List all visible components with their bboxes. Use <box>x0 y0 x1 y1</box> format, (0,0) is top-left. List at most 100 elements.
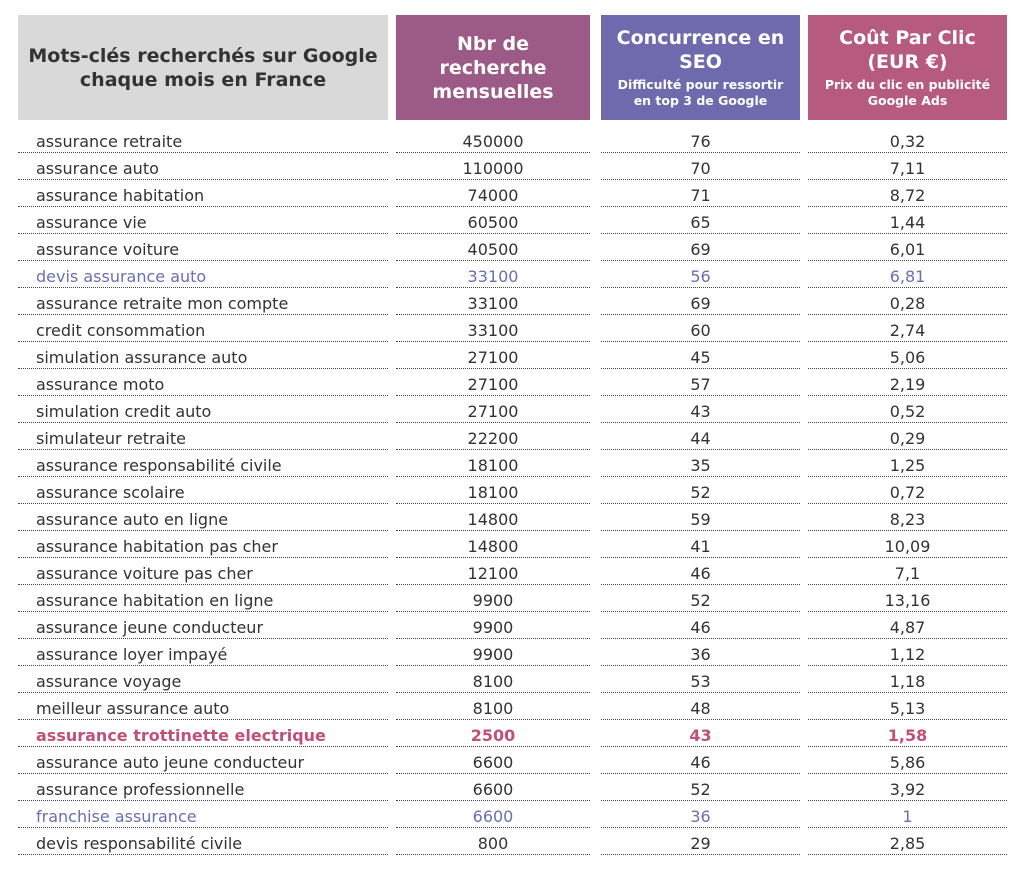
table-cell: 45 <box>601 343 800 369</box>
table-cell: assurance moto <box>18 370 388 396</box>
table-cell: simulation credit auto <box>18 397 388 423</box>
table-cell: assurance trottinette electrique <box>18 721 388 747</box>
table-cell: assurance habitation pas cher <box>18 532 388 558</box>
table-cell: 35 <box>601 451 800 477</box>
table-cell: assurance voiture pas cher <box>18 559 388 585</box>
header-cell: Coût Par Clic (EUR €) Prix du clic en pub… <box>808 15 1007 120</box>
table-cell: franchise assurance <box>18 802 388 828</box>
table-cell: 40500 <box>396 235 590 261</box>
table-cell: 5,86 <box>808 748 1007 774</box>
table-cell: 43 <box>601 721 800 747</box>
table-cell: 2,19 <box>808 370 1007 396</box>
table-cell: 69 <box>601 235 800 261</box>
table-cell: 65 <box>601 208 800 234</box>
table-cell: 8,23 <box>808 505 1007 531</box>
table-cell: 1,44 <box>808 208 1007 234</box>
table-cell: 10,09 <box>808 532 1007 558</box>
table-cell: assurance retraite mon compte <box>18 289 388 315</box>
table-cell: 60 <box>601 316 800 342</box>
table-cell: 46 <box>601 613 800 639</box>
table-cell: 36 <box>601 802 800 828</box>
table-cell: 1,58 <box>808 721 1007 747</box>
table-cell: 27100 <box>396 370 590 396</box>
table-cell: assurance auto en ligne <box>18 505 388 531</box>
table-cell: 41 <box>601 532 800 558</box>
table-cell: 27100 <box>396 397 590 423</box>
table-cell: 3,92 <box>808 775 1007 801</box>
header-cell: Mots-clés recherchés sur Google chaque m… <box>18 15 388 120</box>
table-cell: credit consommation <box>18 316 388 342</box>
table-cell: 43 <box>601 397 800 423</box>
table-cell: devis responsabilité civile <box>18 829 388 855</box>
table-cell: assurance retraite <box>18 127 388 153</box>
table-cell: 9900 <box>396 640 590 666</box>
table-cell: 70 <box>601 154 800 180</box>
table-cell: assurance voyage <box>18 667 388 693</box>
table-cell: 18100 <box>396 478 590 504</box>
table-cell: 14800 <box>396 532 590 558</box>
table-cell: 52 <box>601 586 800 612</box>
table-cell: 36 <box>601 640 800 666</box>
table-cell: 8,72 <box>808 181 1007 207</box>
table-cell: 18100 <box>396 451 590 477</box>
table-cell: assurance vie <box>18 208 388 234</box>
table-cell: 9900 <box>396 613 590 639</box>
table-cell: meilleur assurance auto <box>18 694 388 720</box>
table-cell: 110000 <box>396 154 590 180</box>
table-cell: 1,12 <box>808 640 1007 666</box>
table-cell: 6600 <box>396 748 590 774</box>
header-subtitle: Difficulté pour ressortir en top 3 de Go… <box>617 77 784 108</box>
table-cell: 4,87 <box>808 613 1007 639</box>
table-cell: 6,01 <box>808 235 1007 261</box>
table-cell: 52 <box>601 775 800 801</box>
table-cell: 2500 <box>396 721 590 747</box>
table-cell: 48 <box>601 694 800 720</box>
table-cell: assurance habitation <box>18 181 388 207</box>
table-cell: 5,06 <box>808 343 1007 369</box>
header-title: Mots-clés recherchés sur Google chaque m… <box>28 44 378 91</box>
table-cell: 1,18 <box>808 667 1007 693</box>
header-title: Nbr de recherche mensuelles <box>432 32 554 103</box>
table-cell: 57 <box>601 370 800 396</box>
table-cell: 450000 <box>396 127 590 153</box>
header-title: Coût Par Clic (EUR €) <box>839 27 976 73</box>
table-cell: assurance auto <box>18 154 388 180</box>
table-cell: 33100 <box>396 289 590 315</box>
table-cell: assurance habitation en ligne <box>18 586 388 612</box>
table-cell: 46 <box>601 559 800 585</box>
table-cell: 2,74 <box>808 316 1007 342</box>
table-cell: 44 <box>601 424 800 450</box>
table-cell: 29 <box>601 829 800 855</box>
table-cell: 9900 <box>396 586 590 612</box>
table-cell: 53 <box>601 667 800 693</box>
header-cell: Nbr de recherche mensuelles <box>396 15 590 120</box>
table-cell: 59 <box>601 505 800 531</box>
table-cell: 8100 <box>396 667 590 693</box>
table-cell: assurance responsabilité civile <box>18 451 388 477</box>
table-cell: 56 <box>601 262 800 288</box>
table-cell: 33100 <box>396 262 590 288</box>
table-cell: 27100 <box>396 343 590 369</box>
table-cell: simulation assurance auto <box>18 343 388 369</box>
table-cell: assurance scolaire <box>18 478 388 504</box>
table-cell: assurance loyer impayé <box>18 640 388 666</box>
table-cell: 0,72 <box>808 478 1007 504</box>
table-cell: devis assurance auto <box>18 262 388 288</box>
table-cell: 74000 <box>396 181 590 207</box>
table-cell: 14800 <box>396 505 590 531</box>
table-cell: 12100 <box>396 559 590 585</box>
table-cell: assurance voiture <box>18 235 388 261</box>
table-cell: 800 <box>396 829 590 855</box>
table-cell: 5,13 <box>808 694 1007 720</box>
table-cell: 2,85 <box>808 829 1007 855</box>
table-cell: 6,81 <box>808 262 1007 288</box>
table-cell: 7,1 <box>808 559 1007 585</box>
table-cell: 22200 <box>396 424 590 450</box>
table-cell: 6600 <box>396 775 590 801</box>
table-cell: 0,52 <box>808 397 1007 423</box>
table-cell: 0,32 <box>808 127 1007 153</box>
table-cell: 6600 <box>396 802 590 828</box>
table-cell: 1,25 <box>808 451 1007 477</box>
table-cell: 0,29 <box>808 424 1007 450</box>
